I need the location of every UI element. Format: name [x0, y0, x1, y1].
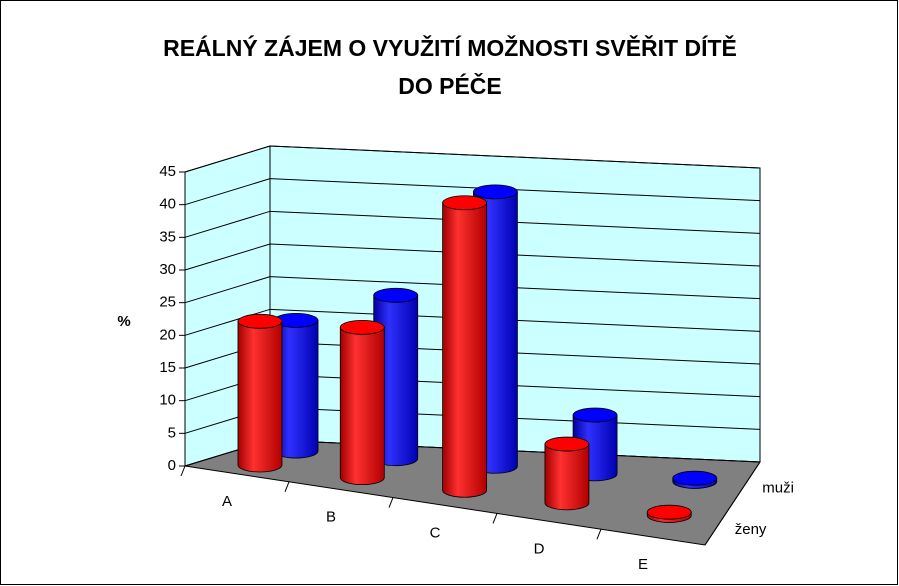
- x-tick-label: E: [638, 556, 648, 573]
- y-axis-label: %: [117, 313, 130, 330]
- y-tick-label: 40: [159, 196, 176, 213]
- depth-axis: [704, 461, 761, 546]
- cylinder-top: [237, 313, 283, 329]
- cylinder: [237, 313, 283, 473]
- x-tick-label: B: [326, 509, 336, 526]
- x-tick-label: A: [222, 493, 232, 510]
- y-tick-label: 30: [159, 261, 176, 278]
- cylinder-body: [237, 320, 283, 473]
- grid-line: [184, 145, 761, 173]
- cylinder-top: [472, 184, 518, 200]
- x-tick: [388, 497, 394, 508]
- cylinder-top: [442, 195, 488, 211]
- grid-line: [184, 308, 761, 336]
- x-tick: [284, 481, 290, 492]
- x-tick-label: D: [534, 540, 545, 557]
- cylinder: [672, 470, 718, 489]
- cylinder-top: [646, 504, 692, 520]
- cylinder: [442, 195, 488, 498]
- y-tick-label: 15: [159, 359, 176, 376]
- cylinder: [646, 504, 692, 523]
- x-tick-label: C: [430, 524, 441, 541]
- cylinder-top: [672, 470, 718, 486]
- grid-line: [184, 243, 761, 271]
- x-tick: [180, 465, 186, 477]
- cylinder: [373, 287, 419, 467]
- chart-title: REÁLNÝ ZÁJEM O VYUŽITÍ MOŽNOSTI SVĚŘIT D…: [163, 34, 737, 61]
- x-tick: [596, 529, 602, 540]
- cylinder-top: [572, 407, 618, 423]
- series-label: ženy: [735, 521, 767, 538]
- y-tick-label: 25: [159, 294, 176, 311]
- y-tick-label: 45: [159, 163, 176, 180]
- grid-line: [184, 276, 761, 304]
- x-tick: [492, 513, 498, 524]
- cylinder-body: [339, 326, 385, 486]
- cylinder-body: [442, 202, 487, 498]
- cylinder-top: [544, 436, 590, 452]
- cylinder-top: [373, 287, 419, 303]
- cylinder-body: [544, 443, 590, 511]
- grid-line: [184, 210, 761, 238]
- cylinder-top: [339, 319, 385, 335]
- cylinder: [544, 436, 590, 511]
- y-tick-label: 35: [159, 228, 176, 245]
- cylinder: [339, 319, 385, 486]
- y-tick-label: 10: [159, 392, 176, 409]
- y-tick-label: 0: [168, 457, 176, 474]
- series-label: muži: [762, 480, 794, 497]
- chart-title-line2: DO PÉČE: [398, 72, 502, 99]
- y-tick-label: 5: [168, 424, 176, 441]
- grid-line: [184, 178, 761, 206]
- y-tick-label: 20: [159, 326, 176, 343]
